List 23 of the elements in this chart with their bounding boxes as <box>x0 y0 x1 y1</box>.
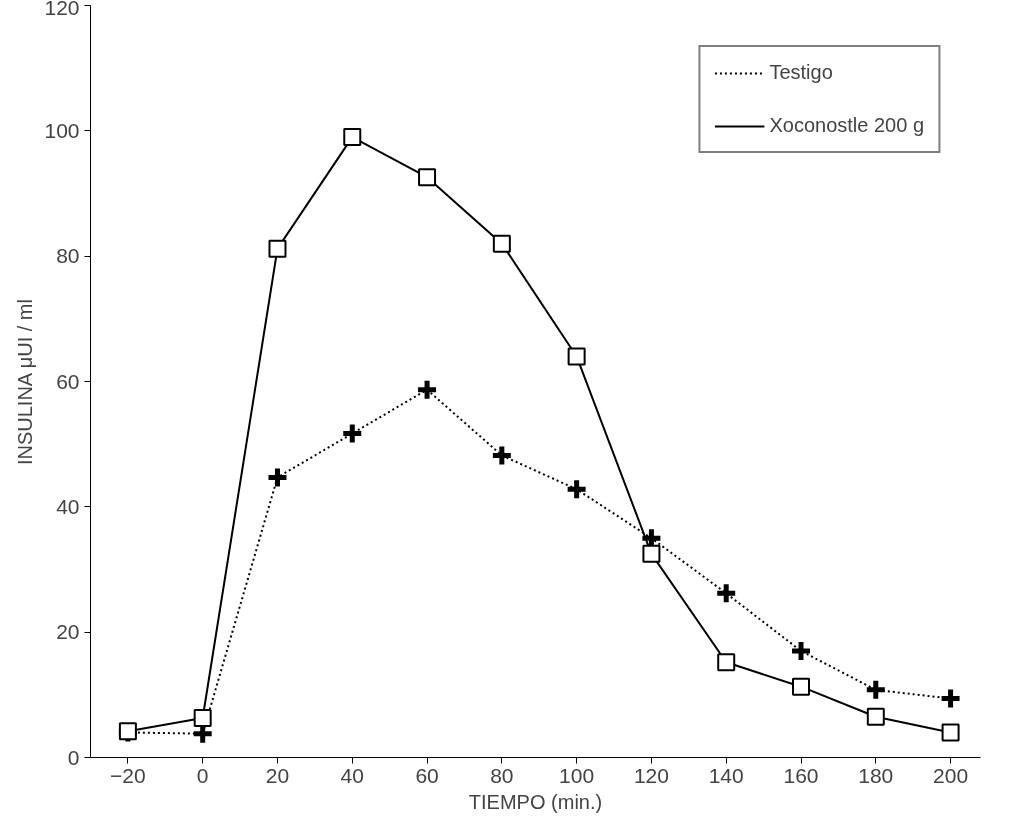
x-tick-label: 120 <box>633 763 669 787</box>
x-tick-label: 60 <box>415 763 439 787</box>
x-tick-label: 80 <box>490 763 514 787</box>
y-tick-label: 40 <box>56 494 80 518</box>
y-tick-label: 20 <box>56 620 80 644</box>
x-tick-label: 180 <box>858 763 894 787</box>
x-tick-label: −20 <box>110 763 146 787</box>
x-tick-label: 160 <box>783 763 819 787</box>
x-tick-label: 100 <box>559 763 595 787</box>
x-tick-label: 20 <box>265 763 290 787</box>
x-tick-label: 140 <box>708 763 744 787</box>
y-tick-label: 80 <box>56 244 80 268</box>
y-tick-label: 120 <box>44 0 80 19</box>
x-tick-label: 200 <box>933 763 969 787</box>
legend-label: Xoconostle 200 g <box>769 114 924 137</box>
y-axis-title: INSULINA μUI / ml <box>14 299 37 466</box>
legend-label: Testigo <box>769 61 833 84</box>
y-tick-label: 100 <box>44 118 80 142</box>
x-axis-title: TIEMPO (min.) <box>468 790 603 813</box>
y-tick-label: 60 <box>56 369 80 393</box>
y-tick-label: 0 <box>67 745 80 769</box>
x-tick-label: 0 <box>196 763 209 787</box>
x-tick-label: 40 <box>340 763 364 787</box>
